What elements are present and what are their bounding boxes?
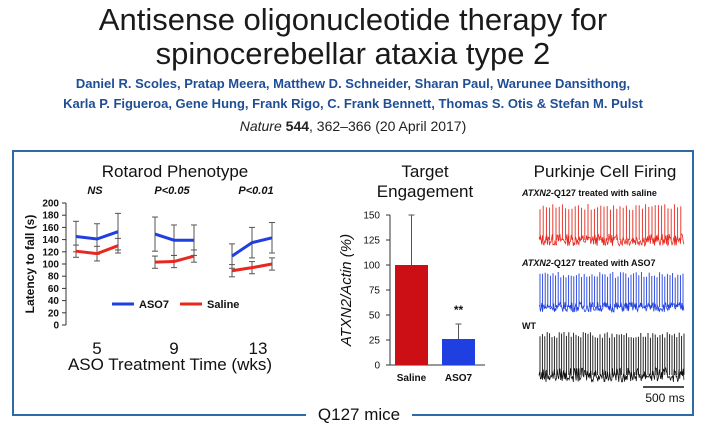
legend-label: Saline [207, 299, 239, 311]
rotarod-line-aso7 [75, 230, 119, 241]
trace-spikes [539, 332, 685, 375]
purkinje-traces-panel: Purkinje Cell Firing 500 ms ATXN2-Q127 t… [521, 162, 685, 405]
trace-baseline [538, 233, 685, 248]
engagement-ytick-label: 50 [369, 311, 381, 322]
authors-line-1: Daniel R. Scoles, Pratap Meera, Matthew … [75, 76, 631, 91]
rotarod-xlabel: ASO Treatment Time (wks) [68, 355, 272, 374]
rotarod-ytick-label: 0 [53, 321, 59, 332]
rotarod-line-saline [154, 254, 195, 264]
trace-condition: WT [522, 321, 536, 331]
scale-bar-label: 500 ms [645, 391, 684, 405]
significance-label: P<0.01 [238, 185, 273, 197]
journal-name: Nature [239, 118, 282, 134]
trace-gene-name: ATXN2 [521, 258, 551, 268]
significance-annotation: ** [454, 303, 464, 317]
title-line-2: spinocerebellar ataxia type 2 [155, 36, 551, 71]
engagement-ytick-label: 25 [369, 336, 381, 347]
publication-date: (20 April 2017) [371, 118, 467, 134]
rotarod-ytick-label: 120 [42, 247, 59, 258]
rotarod-ytick-label: 100 [42, 260, 59, 271]
legend-label: ASO7 [139, 299, 169, 311]
engagement-ytick-label: 150 [363, 211, 380, 222]
engagement-ytick-label: 75 [369, 286, 381, 297]
rotarod-chart: Rotarod Phenotype Latency to fall (s) AS… [23, 162, 275, 374]
rotarod-xtick-label: 13 [249, 339, 268, 358]
engagement-ytick-label: 0 [374, 361, 380, 372]
engagement-title-word: Target [401, 162, 449, 181]
target-engagement-chart: Target Engagement ATXN2/Actin (%) 0 25 50 75… [338, 162, 485, 384]
rotarod-line-aso7 [154, 232, 194, 242]
traces-title: Purkinje Cell Firing [534, 162, 677, 181]
engagement-title-word: Engagement [377, 182, 474, 201]
citation: Nature 544, 362–366 (20 April 2017) [0, 118, 706, 134]
journal-volume: 544 [285, 118, 310, 134]
trace-spikes [539, 204, 682, 240]
trace-label: WT [522, 321, 536, 331]
trace-condition: -Q127 treated with ASO7 [551, 258, 656, 268]
engagement-bar-aso7 [442, 339, 475, 365]
rotarod-ytick-label: 200 [42, 199, 59, 210]
rotarod-line-aso7 [231, 236, 273, 258]
rotarod-ylabel: Latency to fall (s) [23, 215, 37, 314]
engagement-ytick-label: 125 [363, 236, 380, 247]
rotarod-line-saline [231, 262, 273, 273]
rotarod-title: Rotarod Phenotype [102, 162, 249, 181]
engagement-ytick-label: 100 [363, 261, 380, 272]
engagement-category-label: Saline [397, 373, 427, 384]
significance-label: P<0.05 [154, 185, 190, 197]
rotarod-ytick-label: 160 [42, 223, 59, 234]
trace-gene-name: ATXN2 [521, 188, 551, 198]
trace-spikes [539, 272, 684, 307]
significance-label: NS [87, 185, 103, 197]
trace-baseline [538, 301, 685, 314]
engagement-ylabel: ATXN2/Actin (%) [338, 234, 355, 347]
journal-pages: , 362–366 [309, 118, 372, 134]
rotarod-line-saline [75, 244, 119, 256]
engagement-bar-saline [395, 265, 428, 365]
rotarod-ytick-label: 180 [42, 211, 59, 222]
engagement-category-label: ASO7 [445, 373, 473, 384]
engagement-title: Target Engagement [377, 162, 474, 201]
rotarod-ytick-label: 20 [48, 308, 60, 319]
figure-caption: Q127 mice [306, 405, 412, 425]
trace-label: ATXN2-Q127 treated with saline [521, 188, 657, 198]
title-line-1: Antisense oligonucleotide therapy for [98, 2, 608, 37]
trace-condition: -Q127 treated with saline [551, 188, 657, 198]
rotarod-xtick-label: 5 [92, 339, 101, 358]
rotarod-ytick-label: 60 [48, 284, 60, 295]
rotarod-ytick-label: 140 [42, 235, 59, 246]
rotarod-ytick-label: 40 [48, 296, 60, 307]
rotarod-ytick-label: 80 [48, 272, 60, 283]
authors-line-2: Karla P. Figueroa, Gene Hung, Frank Rigo… [63, 96, 643, 111]
rotarod-xtick-label: 9 [169, 339, 178, 358]
trace-label: ATXN2-Q127 treated with ASO7 [521, 258, 656, 268]
